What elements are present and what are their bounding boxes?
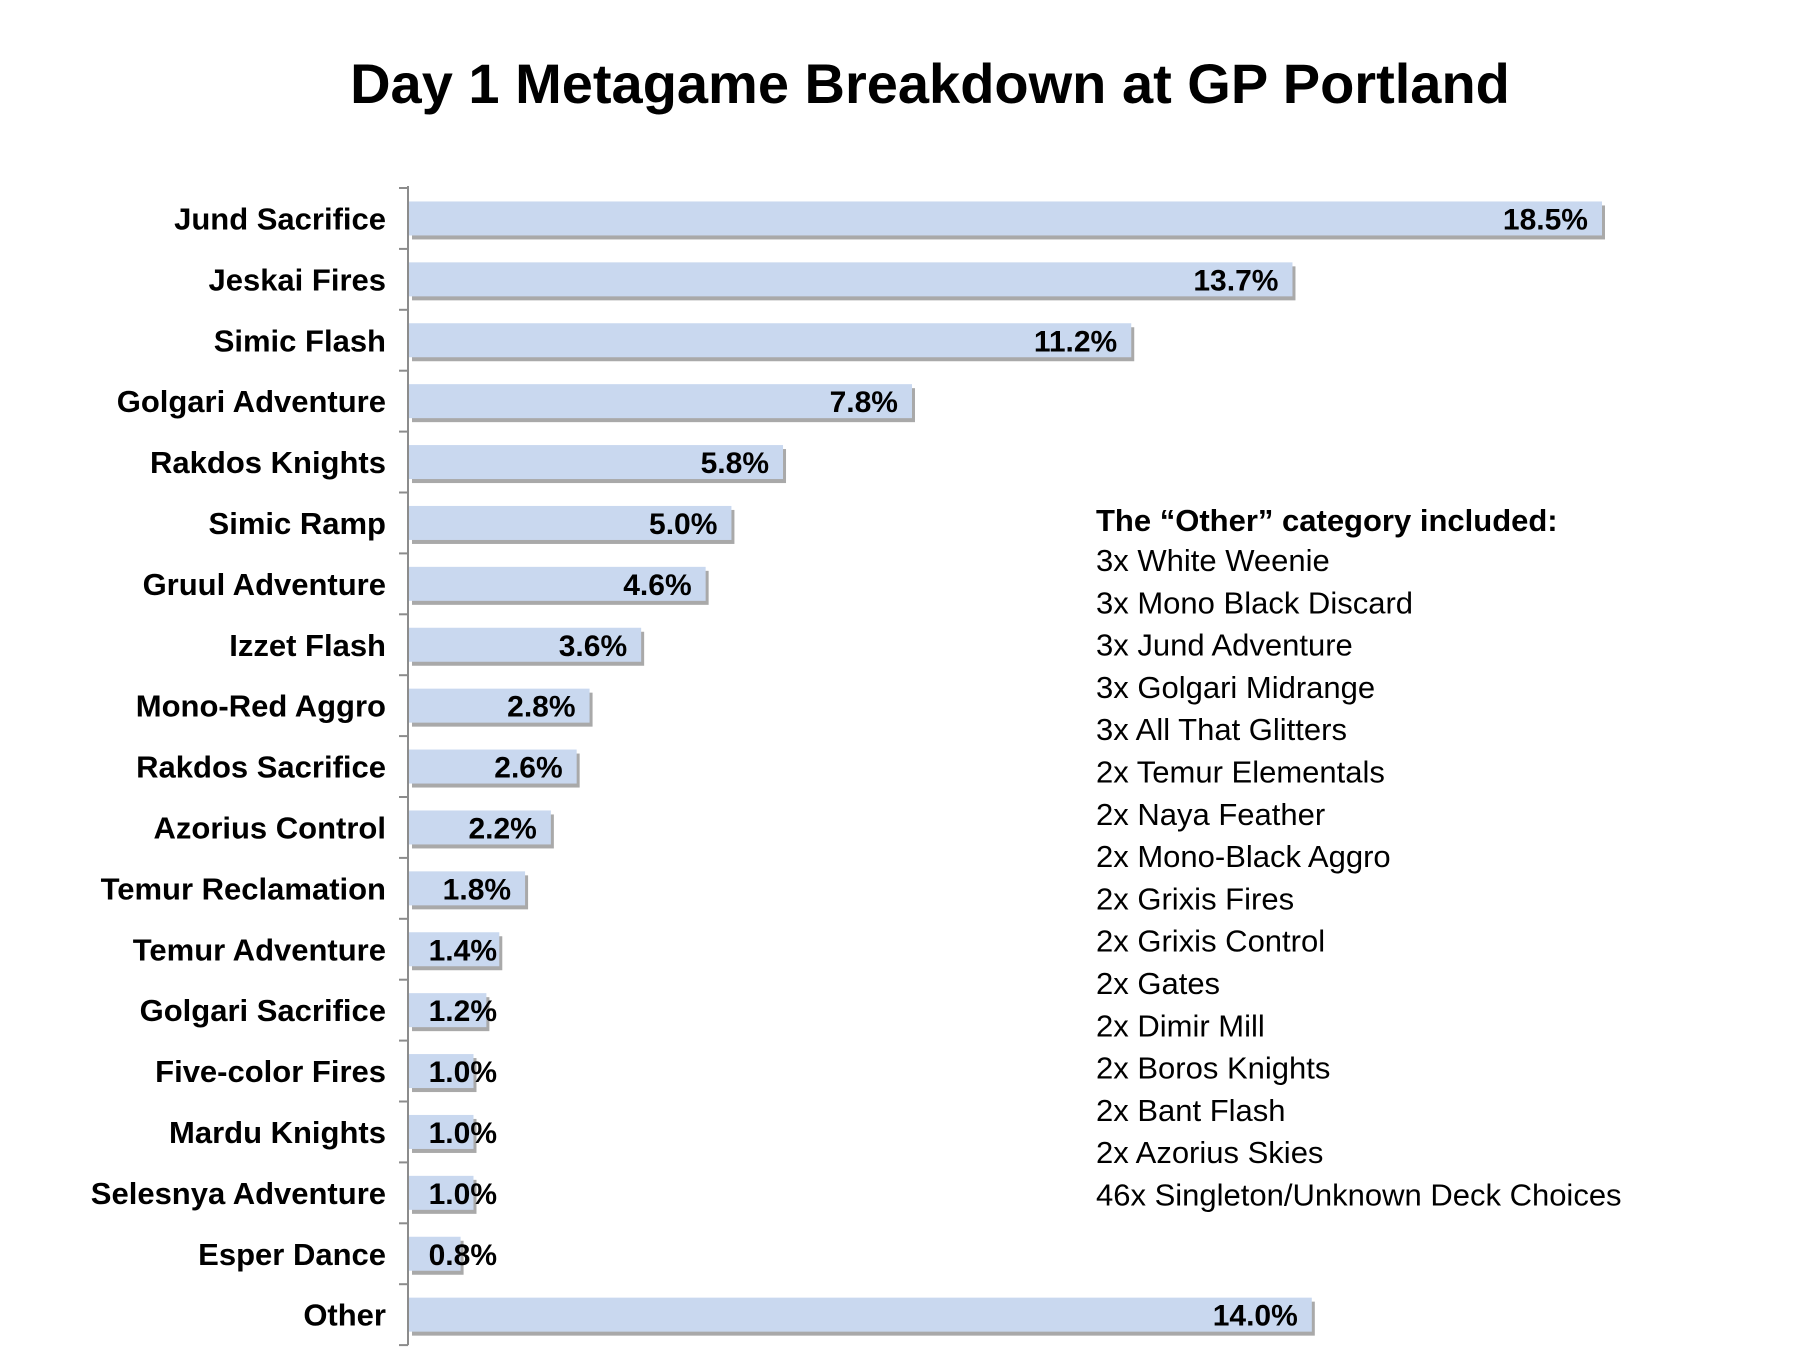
other-category-note: The “Other” category included: 3x White … [1096, 503, 1622, 1213]
data-label: 3.6% [559, 630, 627, 663]
data-label: 5.8% [701, 447, 769, 480]
category-label: Golgari Adventure [117, 384, 386, 419]
category-label: Mono-Red Aggro [136, 689, 386, 724]
note-line: 3x All That Glitters [1096, 712, 1347, 747]
note-line: 2x Bant Flash [1096, 1093, 1286, 1128]
bar [409, 932, 500, 967]
data-label: 1.0% [429, 1056, 497, 1089]
note-line: 2x Grixis Fires [1096, 881, 1294, 916]
note-line: 2x Naya Feather [1096, 797, 1325, 832]
note-line: 3x Jund Adventure [1096, 628, 1353, 663]
data-label: 1.4% [429, 934, 497, 967]
bar [409, 627, 642, 662]
bar [409, 505, 732, 540]
bar [409, 1297, 1312, 1332]
category-label: Esper Dance [198, 1237, 386, 1272]
note-line: 3x White Weenie [1096, 543, 1330, 578]
bar [409, 566, 706, 601]
data-label: 11.2% [1034, 325, 1117, 358]
category-label: Gruul Adventure [143, 567, 386, 602]
category-label: Rakdos Knights [150, 445, 386, 480]
bar [409, 1236, 461, 1271]
bar [409, 810, 551, 845]
data-label: 14.0% [1213, 1300, 1298, 1333]
note-line: 2x Grixis Control [1096, 924, 1325, 959]
note-line: 3x Mono Black Discard [1096, 585, 1413, 620]
bar [409, 749, 577, 784]
note-line: 2x Boros Knights [1096, 1051, 1330, 1086]
category-label: Jeskai Fires [208, 262, 386, 297]
note-line: 46x Singleton/Unknown Deck Choices [1096, 1178, 1622, 1213]
bars-group [409, 201, 1605, 1336]
note-heading: The “Other” category included: [1096, 503, 1558, 538]
data-label: 1.0% [429, 1117, 497, 1150]
note-line: 2x Temur Elementals [1096, 755, 1385, 790]
data-label: 2.8% [507, 691, 575, 724]
category-label: Jund Sacrifice [174, 201, 386, 236]
category-label: Selesnya Adventure [91, 1176, 386, 1211]
category-label: Golgari Sacrifice [140, 993, 386, 1028]
bar [409, 201, 1602, 236]
data-label: 5.0% [649, 508, 717, 541]
data-label: 1.0% [429, 1178, 497, 1211]
note-line: 2x Gates [1096, 966, 1220, 1001]
category-label: Temur Reclamation [101, 871, 386, 906]
data-label: 13.7% [1193, 264, 1278, 297]
bar [409, 993, 487, 1028]
labels-group: Jund Sacrifice 18.5% Jeskai Fires 13.7% Simi… [91, 201, 1588, 1332]
bar [409, 384, 912, 419]
chart-title: Day 1 Metagame Breakdown at GP Portland [350, 52, 1510, 115]
category-label: Izzet Flash [229, 628, 386, 663]
data-label: 2.6% [494, 752, 562, 785]
data-label: 2.2% [468, 812, 536, 845]
data-label: 0.8% [429, 1239, 497, 1272]
category-label: Azorius Control [154, 810, 387, 845]
category-label: Temur Adventure [133, 932, 386, 967]
note-line: 3x Golgari Midrange [1096, 670, 1375, 705]
category-label: Other [303, 1298, 386, 1333]
data-label: 4.6% [623, 569, 691, 602]
category-label: Rakdos Sacrifice [136, 750, 386, 785]
data-label: 18.5% [1503, 203, 1588, 236]
note-line: 2x Mono-Black Aggro [1096, 839, 1391, 874]
y-axis [399, 186, 409, 1347]
note-line: 2x Dimir Mill [1096, 1008, 1265, 1043]
data-label: 1.8% [443, 873, 511, 906]
category-label: Simic Flash [214, 323, 386, 358]
bar [409, 1054, 474, 1089]
bar [409, 445, 784, 480]
bar [409, 1175, 474, 1210]
data-label: 7.8% [830, 386, 898, 419]
bar [409, 871, 526, 906]
category-label: Five-color Fires [155, 1054, 386, 1089]
bar [409, 323, 1132, 358]
category-label: Simic Ramp [209, 506, 386, 541]
bar [409, 1114, 474, 1149]
data-label: 1.2% [429, 995, 497, 1028]
category-label: Mardu Knights [169, 1115, 386, 1150]
bar [409, 262, 1293, 297]
note-line: 2x Azorius Skies [1096, 1135, 1323, 1170]
bar [409, 688, 590, 723]
